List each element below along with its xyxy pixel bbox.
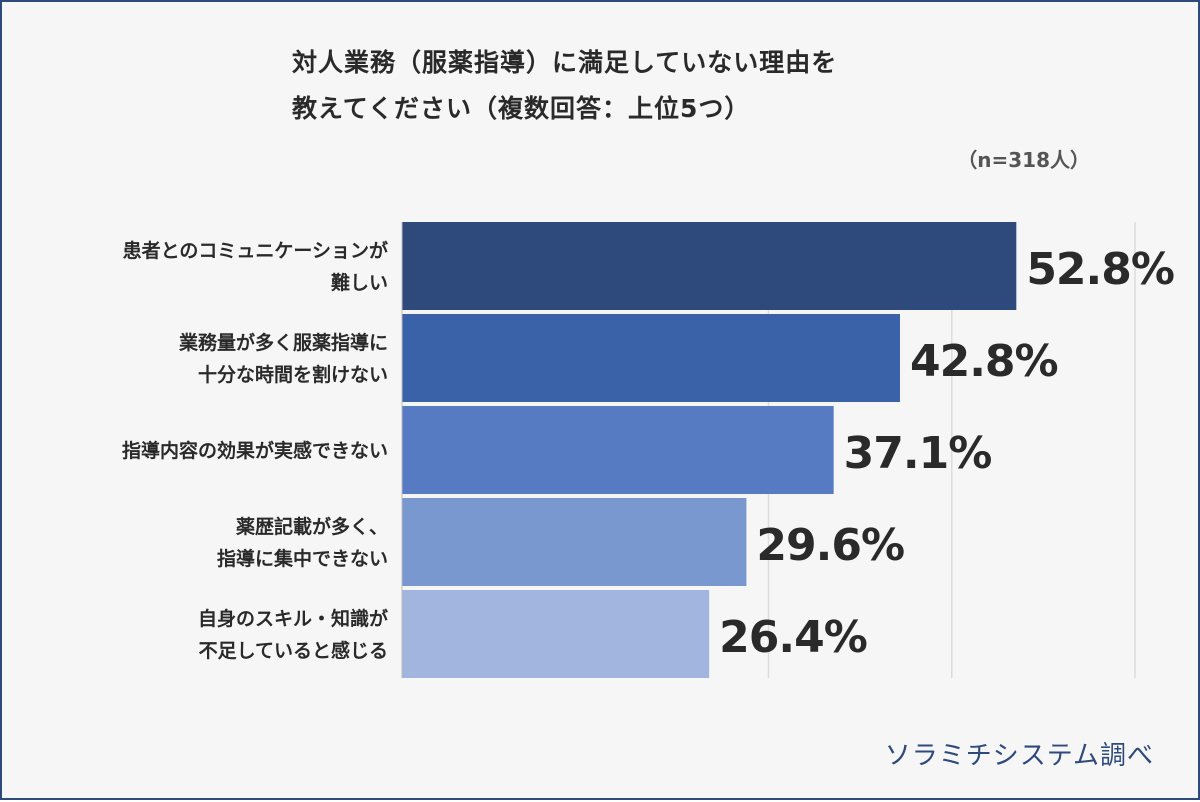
source-credit: ソラミチシステム調べ <box>884 741 1154 771</box>
category-label-1-0: 業務量が多く服薬指導に <box>178 331 388 354</box>
data-label-2: 37.1% <box>844 428 992 479</box>
data-label-0: 52.8% <box>1026 244 1174 295</box>
bar-1 <box>402 314 900 402</box>
bar-2 <box>402 406 834 494</box>
bar-0 <box>402 222 1017 310</box>
bar-4 <box>402 590 710 678</box>
data-label-4: 26.4% <box>719 612 867 663</box>
data-label-1: 42.8% <box>910 336 1058 387</box>
category-label-4-1: 不足していると感じる <box>199 639 388 662</box>
category-label-4-0: 自身のスキル・知識が <box>198 607 388 630</box>
sample-size-label: （n=318人） <box>957 148 1090 172</box>
data-label-3: 29.6% <box>756 520 904 571</box>
chart-title-line-1: 対人業務（服薬指導）に満足していない理由を <box>292 48 838 77</box>
category-label-0-1: 難しい <box>331 271 388 294</box>
category-label-0-0: 患者とのコミュニケーションが <box>123 239 388 262</box>
category-label-1-1: 十分な時間を割けない <box>198 363 388 386</box>
category-label-3-1: 指導に集中できない <box>217 547 388 570</box>
chart-title: 対人業務（服薬指導）に満足していない理由を 教えてください（複数回答：上位5つ） <box>292 40 992 132</box>
chart-title-line-2: 教えてください（複数回答：上位5つ） <box>292 94 751 123</box>
category-label-3-0: 薬歴記載が多く、 <box>235 515 388 538</box>
category-label-2-0: 指導内容の効果が実感できない <box>122 439 388 462</box>
bar-3 <box>402 498 747 586</box>
